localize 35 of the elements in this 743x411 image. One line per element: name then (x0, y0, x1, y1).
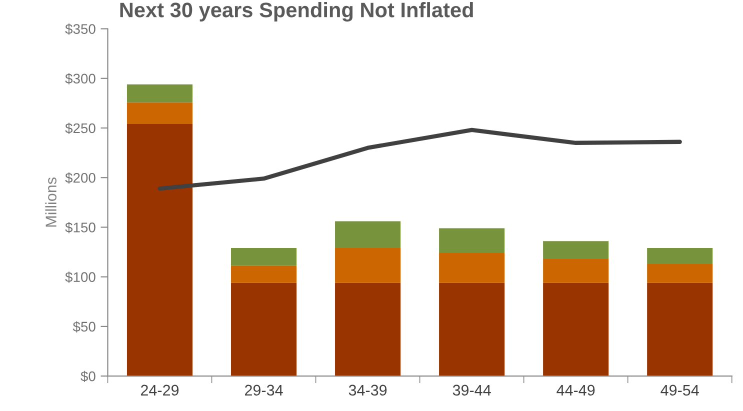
line-series (158, 128, 682, 191)
y-tick-label: $350 (65, 24, 96, 35)
bar (126, 84, 193, 102)
bar (543, 282, 609, 376)
bar (439, 282, 505, 376)
x-tick-label: 49-54 (660, 384, 699, 396)
bar (126, 124, 193, 376)
y-axis-title: Millions (45, 178, 56, 227)
y-tick-label: $150 (65, 222, 96, 234)
bar (231, 266, 297, 283)
bar (126, 102, 193, 124)
y-tick-label: $300 (65, 73, 96, 84)
x-tick-label: 29-34 (245, 384, 283, 396)
x-tick-label: 39-44 (452, 384, 491, 396)
bar (543, 241, 609, 259)
x-tick-label: 44-49 (556, 384, 595, 396)
bar (439, 253, 505, 283)
bar (231, 282, 297, 376)
bar (335, 248, 401, 283)
bar (647, 282, 713, 376)
bar (647, 264, 713, 283)
y-tick-label: $100 (65, 272, 96, 283)
bar (647, 248, 713, 264)
bar (439, 228, 505, 254)
chart-title: Next 30 years Spending Not Inflated (120, 2, 473, 22)
bar (231, 248, 297, 266)
y-tick-label: $200 (65, 172, 96, 184)
bar (543, 258, 609, 283)
bar (335, 282, 401, 376)
x-tick-label: 24-29 (140, 384, 179, 396)
y-tick-label: $50 (72, 321, 96, 332)
y-tick-label: $0 (80, 370, 96, 382)
bar (335, 221, 401, 248)
x-tick-label: 34-39 (348, 384, 387, 396)
y-tick-label: $250 (65, 122, 96, 134)
